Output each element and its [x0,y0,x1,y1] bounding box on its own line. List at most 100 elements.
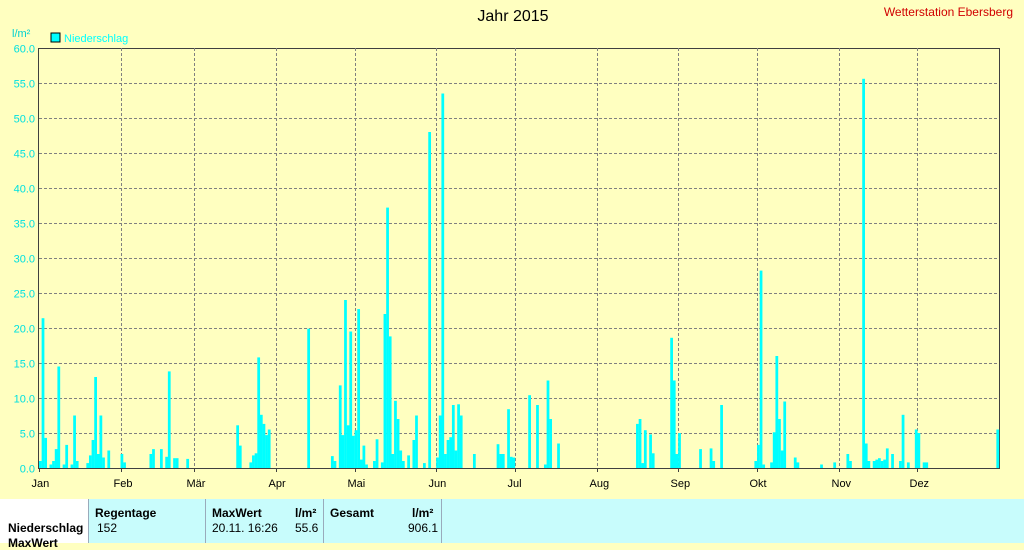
precipitation-bar [528,395,531,468]
precipitation-bar [796,462,800,468]
precipitation-bar [454,450,458,468]
precipitation-bar [186,458,190,468]
x-tick-label: Aug [590,478,610,490]
precipitation-bar [351,435,355,468]
precipitation-bar [173,458,176,468]
precipitation-bar [793,457,797,468]
precipitation-bar [880,461,884,468]
precipitation-bar [846,454,850,468]
precipitation-bar [925,462,929,468]
precipitation-bar [391,454,395,468]
precipitation-bar [901,414,905,468]
precipitation-bar [238,445,242,468]
precipitation-bar [643,430,647,468]
precipitation-bar [872,461,876,468]
gesamt-value: 906.1 [408,521,439,535]
x-tick-label: Feb [114,478,133,490]
x-tick-label: Mai [348,478,366,490]
precipitation-bar [775,356,779,468]
precipitation-bar [412,440,416,468]
precipitation-bar [512,457,516,468]
precipitation-bar [906,462,910,468]
precipitation-bar [175,458,179,468]
precipitation-bar [883,459,887,468]
precipitation-bar [996,429,1000,468]
x-tick-label: Mär [187,478,206,490]
precipitation-bar [759,270,763,468]
precipitation-bar [720,405,723,468]
precipitation-bar [91,440,95,468]
maxwert-cell [206,499,324,543]
precipitation-bar [159,449,163,468]
precipitation-bar [265,435,268,468]
precipitation-bar [373,461,376,468]
precipitation-bar [444,454,447,468]
precipitation-bar [509,456,513,468]
precipitation-bar [507,409,510,468]
precipitation-bar [820,464,823,468]
precipitation-bar [436,457,439,468]
precipitation-bar [780,450,784,468]
precipitation-bar [849,461,852,468]
precipitation-bar [75,461,79,468]
precipitation-bar [496,444,500,468]
y-tick-label: 30.0 [14,254,35,266]
precipitation-bar [459,415,463,468]
regentage-cell [89,499,206,543]
precipitation-bar [446,440,450,468]
precipitation-bar [778,419,781,468]
y-tick-label: 45.0 [14,149,35,161]
statistics-panel: Niederschlag MaxWert Regentage 152 MaxWe… [0,499,1024,550]
precipitation-bar [543,464,547,468]
precipitation-bar [362,445,366,468]
precipitation-bar [757,444,760,468]
y-axis-ticks: 0.0 5.0 10.0 15.0 20.0 25.0 30.0 35.0 40.0 45.0 50… [14,44,35,476]
stats-label-cell [0,499,89,543]
precipitation-bar [341,435,345,468]
precipitation-bar [401,461,405,468]
precipitation-bar [54,449,58,468]
precipitation-bar [107,450,111,468]
precipitation-bar [39,461,42,468]
precipitation-bar [557,443,560,468]
precipitation-bar [120,454,124,468]
y-tick-label: 25.0 [14,289,35,301]
precipitation-bar [262,423,266,468]
precipitation-bar [333,461,337,468]
precipitation-bar [922,462,926,468]
precipitation-bar [762,464,766,468]
precipitation-bar [678,433,681,468]
precipitation-bar [357,309,361,468]
precipitation-bar [70,464,74,468]
y-tick-label: 20.0 [14,324,35,336]
gesamt-unit: l/m² [412,506,434,520]
x-tick-label: Jun [429,478,447,490]
stats-row2-label: MaxWert [8,536,58,550]
regentage-value: 152 [97,521,118,535]
precipitation-bar [165,456,169,468]
precipitation-bar [772,432,776,468]
gesamt-cell [324,499,442,543]
precipitation-bar [441,93,445,468]
y-tick-label: 0.0 [20,464,35,476]
y-axis-unit: l/m² [12,28,31,40]
y-tick-label: 10.0 [14,394,35,406]
precipitation-bar [102,457,105,468]
precipitation-bar [152,449,155,468]
precipitation-bar [380,462,384,468]
y-tick-label: 60.0 [14,44,35,56]
precipitation-bar [407,455,410,468]
x-tick-label: Sep [671,478,691,490]
precipitation-bar [257,357,261,468]
precipitation-bar [833,462,837,468]
precipitation-bar [254,453,258,468]
precipitation-bar [62,464,66,468]
precipitation-bar [383,314,387,468]
grid-lines [39,48,999,468]
stats-empty-cell [442,499,1024,543]
precipitation-bar [546,380,550,468]
precipitation-bar [338,385,342,468]
station-name: Wetterstation Ebersberg [884,5,1013,19]
y-tick-label: 50.0 [14,114,35,126]
precipitation-bar [252,455,255,468]
